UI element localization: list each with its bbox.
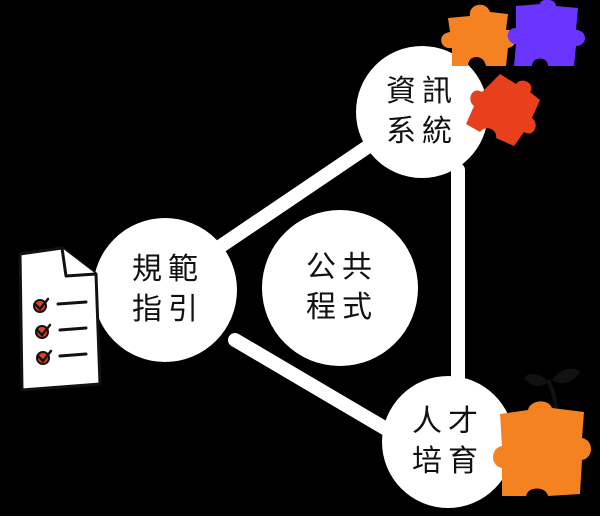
connector-norms-info (211, 128, 392, 255)
node-center-label: 公共 程式 (292, 248, 392, 328)
checklist-document-icon (18, 246, 102, 392)
node-talent-line2: 培育 (412, 444, 484, 479)
node-center-circle (262, 210, 418, 366)
puzzle-red-icon (466, 74, 540, 146)
connector-talent-norms (228, 333, 412, 447)
node-center-line1: 公共 (306, 250, 378, 285)
node-center-line2: 程式 (306, 290, 378, 325)
sprout-puzzle-icon (493, 368, 591, 496)
node-talent-circle (382, 376, 514, 508)
connector-lines (211, 128, 465, 447)
node-info-systems-line2: 系統 (386, 114, 458, 149)
node-info-systems-label: 資訊 系統 (372, 72, 472, 152)
node-norms-label: 規範 指引 (118, 250, 218, 330)
node-talent-label: 人才 培育 (398, 402, 498, 482)
node-norms-line1: 規範 (132, 252, 204, 287)
node-norms-line2: 指引 (132, 292, 204, 327)
node-info-systems-line1: 資訊 (386, 74, 458, 109)
node-info-systems-circle (356, 46, 488, 178)
puzzle-orange-icon (441, 4, 517, 66)
node-talent-line1: 人才 (412, 404, 484, 439)
puzzle-purple-icon (507, 0, 585, 66)
node-norms-circle (93, 218, 237, 362)
